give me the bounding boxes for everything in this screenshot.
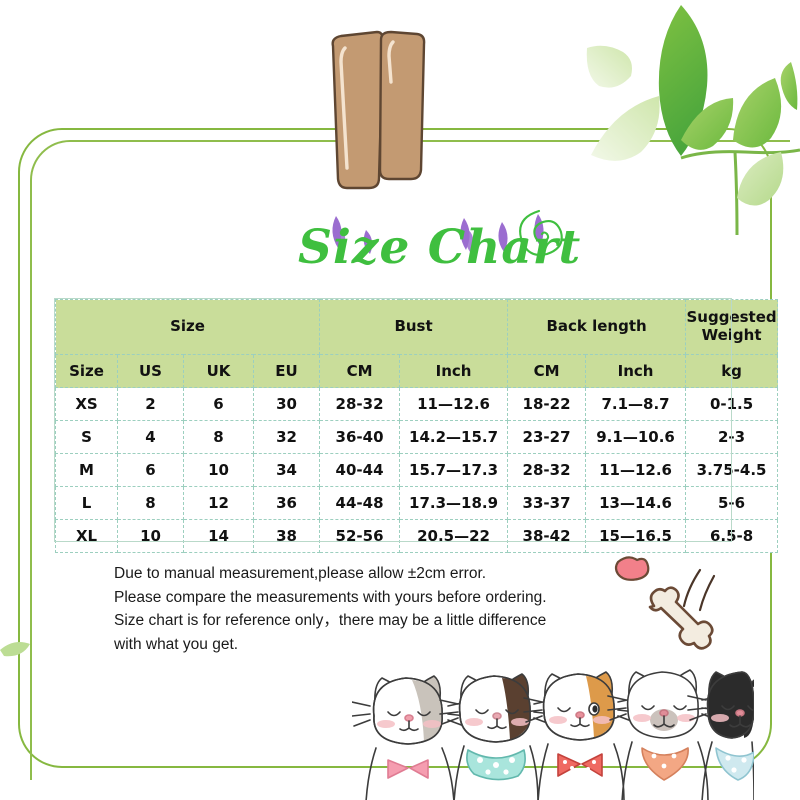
cell-weight: 0-1.5 [685, 387, 779, 421]
cell-size: XL [55, 519, 118, 553]
five-cats-illustration [351, 662, 778, 800]
cell-bust-cm: 44-48 [319, 486, 401, 520]
cell-bust-inch: 14.2—15.7 [399, 420, 509, 454]
green-leaf-branch-icon [585, 0, 800, 236]
table-row: M 6 10 34 40-44 15.7—17.3 28-32 11—12.6 … [55, 453, 779, 487]
cell-bust-inch: 11—12.6 [399, 387, 509, 421]
cell-size: S [55, 420, 118, 454]
unit-header-bust-cm: CM [319, 354, 401, 388]
note-line-2: Please compare the measurements with you… [114, 588, 547, 606]
cell-bust-inch: 17.3—18.9 [399, 486, 509, 520]
cell-weight: 5-6 [685, 486, 779, 520]
cat-1 [351, 675, 467, 800]
cell-bust-cm: 28-32 [319, 387, 401, 421]
note-line-3: Size chart is for reference only，there m… [114, 612, 547, 630]
cell-us: 2 [117, 387, 184, 421]
cat-2 [439, 673, 553, 800]
table-row: XL 10 14 38 52-56 20.5—22 38-42 15—16.5 … [55, 519, 779, 553]
spiral-icon [515, 208, 569, 262]
cell-weight: 3.75-4.5 [685, 453, 779, 487]
group-header-bust: Bust [319, 299, 509, 355]
cell-bust-cm: 40-44 [319, 453, 401, 487]
cell-back-inch: 7.1—8.7 [585, 387, 687, 421]
cell-back-cm: 28-32 [507, 453, 587, 487]
cell-back-inch: 15—16.5 [585, 519, 687, 553]
cell-size: M [55, 453, 118, 487]
wooden-clothespin-icon [325, 28, 429, 193]
cell-uk: 6 [183, 387, 254, 421]
dog-bone-icon [648, 586, 714, 650]
cell-eu: 38 [252, 519, 321, 553]
cat-3 [523, 671, 637, 800]
unit-header-weight-kg: kg [685, 354, 779, 388]
cell-eu: 36 [252, 486, 321, 520]
group-header-back-length: Back length [507, 299, 687, 355]
pink-treat-icon [614, 556, 650, 581]
cell-us: 10 [117, 519, 184, 553]
title-label: Size Chart [298, 220, 582, 275]
measurement-note: Due to manual measurement,please allow ±… [114, 562, 634, 656]
cell-back-cm: 33-37 [507, 486, 587, 520]
cell-bust-cm: 36-40 [319, 420, 401, 454]
cell-size: L [55, 486, 118, 520]
cell-us: 4 [117, 420, 184, 454]
cell-weight: 2-3 [685, 420, 779, 454]
cell-back-cm: 23-27 [507, 420, 587, 454]
note-line-1: Due to manual measurement,please allow ±… [114, 565, 487, 582]
cell-bust-inch: 20.5—22 [399, 519, 509, 553]
unit-header-back-cm: CM [507, 354, 587, 388]
size-chart-table: Size Bust Back length Suggested Weight S… [54, 299, 779, 553]
cell-uk: 14 [183, 519, 254, 553]
unit-header-uk: UK [183, 354, 254, 388]
small-leaf-icon [0, 620, 40, 680]
cell-bust-cm: 52-56 [319, 519, 401, 553]
cell-size: XS [55, 387, 118, 421]
cell-back-inch: 9.1—10.6 [585, 420, 687, 454]
motion-lines-icon [682, 568, 716, 612]
unit-header-eu: EU [252, 354, 321, 388]
cell-back-inch: 11—12.6 [585, 453, 687, 487]
cell-bust-inch: 15.7—17.3 [399, 453, 509, 487]
table-row: XS 2 6 30 28-32 11—12.6 18-22 7.1—8.7 0-… [55, 387, 779, 421]
cell-us: 6 [117, 453, 184, 487]
table-unit-header-row: Size US UK EU CM Inch CM Inch kg [55, 354, 779, 388]
unit-header-size: Size [55, 354, 118, 388]
cell-eu: 30 [252, 387, 321, 421]
table-row: S 4 8 32 36-40 14.2—15.7 23-27 9.1—10.6 … [55, 420, 779, 454]
cell-back-cm: 38-42 [507, 519, 587, 553]
cell-eu: 32 [252, 420, 321, 454]
page-title: Size Chart [288, 204, 588, 290]
unit-header-us: US [117, 354, 184, 388]
cat-4 [607, 669, 721, 800]
group-header-size: Size [54, 299, 321, 355]
cell-uk: 12 [183, 486, 254, 520]
cell-eu: 34 [252, 453, 321, 487]
cell-us: 8 [117, 486, 184, 520]
cat-5 [687, 669, 778, 800]
group-header-suggested-weight: Suggested Weight [685, 299, 779, 355]
cell-uk: 8 [183, 420, 254, 454]
table-group-header-row: Size Bust Back length Suggested Weight [54, 299, 779, 355]
cell-uk: 10 [183, 453, 254, 487]
cell-back-cm: 18-22 [507, 387, 587, 421]
note-line-4: with what you get. [114, 635, 239, 653]
cell-back-inch: 13—14.6 [585, 486, 687, 520]
unit-header-back-inch: Inch [585, 354, 687, 388]
unit-header-bust-inch: Inch [399, 354, 509, 388]
table-row: L 8 12 36 44-48 17.3—18.9 33-37 13—14.6 … [55, 486, 779, 520]
bone-and-treat-decoration [604, 548, 734, 658]
